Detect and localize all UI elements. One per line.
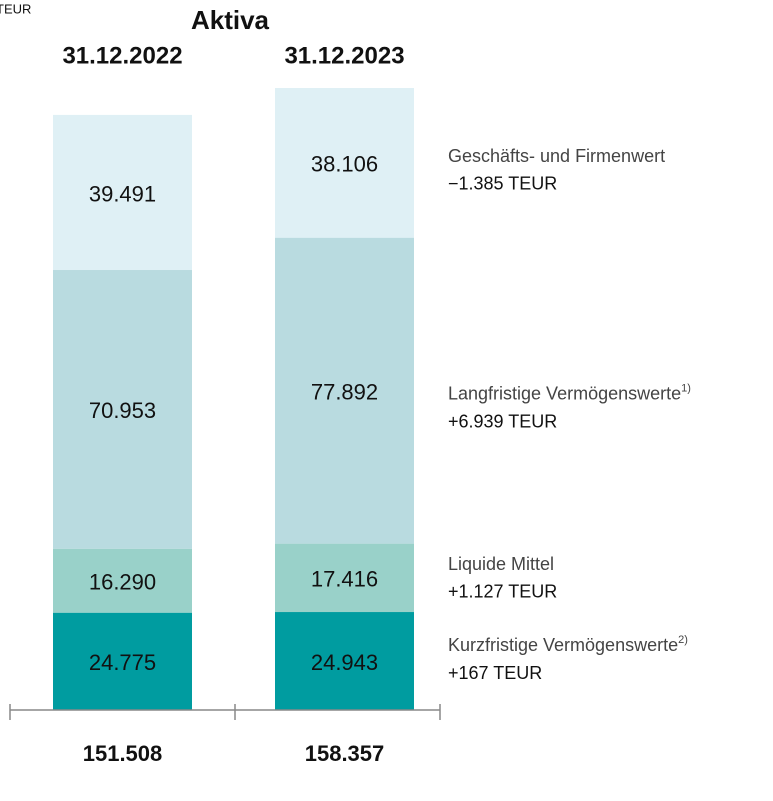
total-label: 151.508: [83, 741, 163, 766]
bar-segment: [53, 612, 192, 710]
bar-segment: [275, 237, 414, 544]
column-header: 31.12.2022: [62, 42, 182, 69]
data-label: 39.491: [89, 181, 156, 206]
series-change: +6.939 TEUR: [448, 411, 557, 431]
series-label: Langfristige Vermögenswerte1): [448, 383, 691, 404]
data-label: 24.775: [89, 650, 156, 675]
bar-segment: [53, 270, 192, 549]
series-label: Geschäfts- und Firmenwert: [448, 146, 665, 166]
bar-segment: [53, 548, 192, 613]
total-label: 158.357: [305, 741, 385, 766]
chart-title: Aktiva: [191, 5, 270, 35]
data-label: 38.106: [311, 152, 378, 177]
series-change: −1.385 TEUR: [448, 174, 557, 194]
data-label: 70.953: [89, 398, 156, 423]
bar-segment: [275, 543, 414, 613]
series-label: Kurzfristige Vermögenswerte2): [448, 634, 688, 655]
unit-label: TEUR: [0, 1, 31, 16]
footnote-mark: 2): [678, 634, 688, 646]
series-name: Geschäfts- und Firmenwert: [448, 146, 665, 166]
series-name: Langfristige Vermögenswerte: [448, 383, 681, 403]
data-label: 17.416: [311, 567, 378, 592]
bar-segment: [53, 114, 192, 271]
footnote-mark: 1): [681, 383, 691, 395]
bar-segment: [275, 612, 414, 710]
data-label: 77.892: [311, 379, 378, 404]
column-header: 31.12.2023: [284, 42, 404, 69]
series-label: Liquide Mittel: [448, 554, 554, 574]
series-name: Kurzfristige Vermögenswerte: [448, 635, 678, 655]
series-change: +167 TEUR: [448, 663, 542, 683]
series-change: +1.127 TEUR: [448, 582, 557, 602]
data-label: 24.943: [311, 650, 378, 675]
bar-segment: [275, 88, 414, 238]
data-label: 16.290: [89, 570, 156, 595]
series-name: Liquide Mittel: [448, 554, 554, 574]
